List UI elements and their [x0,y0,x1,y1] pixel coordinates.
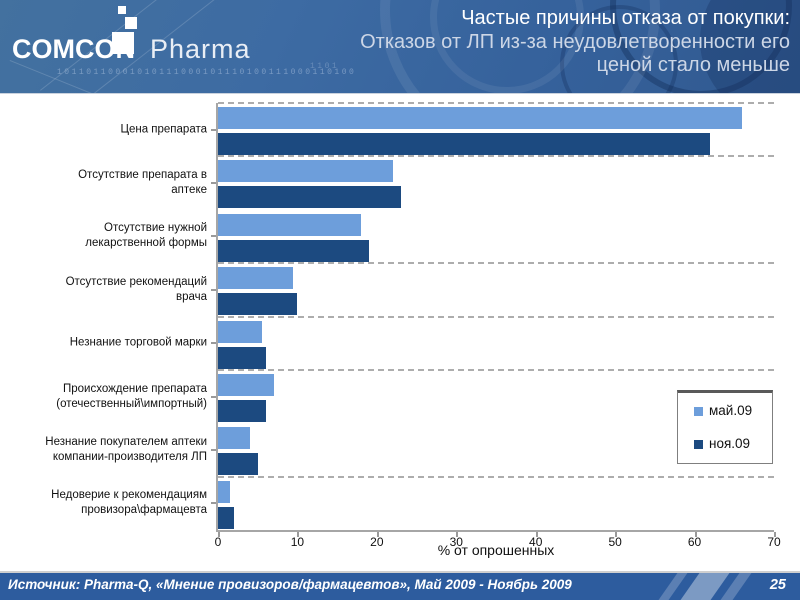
category-axis-tick [211,288,216,291]
logo-squares-icon [110,6,150,62]
x-axis-tick [456,532,459,537]
title-line-1: Частые причины отказа от покупки: [461,7,790,29]
gridline [218,315,774,318]
bar-may09 [218,373,274,396]
x-tick-label: 0 [214,535,222,549]
x-tick-label: 30 [449,535,463,549]
logo-binary-text-2: 1101 [310,62,340,71]
category-label: Отсутствие препарата в аптеке [78,169,207,197]
bar-may09 [218,213,361,236]
bar-nov09 [218,186,401,209]
bar-nov09 [218,399,266,422]
category-label: Незнание торговой марки [69,336,207,349]
x-tick-label: 20 [370,535,384,549]
title-line-3: ценой стало меньше [596,54,790,76]
x-tick-label: 40 [529,535,543,549]
category-axis-tick [211,128,216,131]
x-axis-tick [774,532,776,537]
x-axis-tick [615,532,618,537]
title-line-2: Отказов от ЛП из-за неудовлетворенности … [360,30,790,53]
legend-label-nov09: ноя.09 [709,436,751,451]
bar-may09 [218,480,230,503]
category-axis-tick [211,502,216,505]
x-axis [216,530,774,532]
category-axis-tick [211,182,216,185]
gridline [218,262,774,265]
slide-title: Частые причины отказа от покупки: Отказо… [320,7,790,78]
legend: май.09 ноя.09 [677,390,773,464]
legend-swatch-may09 [694,407,703,416]
gridline [218,155,774,158]
category-label: Незнание покупателем аптеки компании-про… [45,435,207,463]
bar-nov09 [218,239,369,262]
logo-text-pharma: Pharma [150,34,251,64]
footer: Источник: Pharma-Q, «Мнение провизоров/ф… [0,573,800,600]
x-tick-label: 10 [290,535,305,549]
logo-binary-text: 1011011000101011100010111010011100011010… [57,68,357,77]
bar-nov09 [218,293,298,316]
bar-nov09 [218,133,711,155]
category-axis-tick [211,235,216,238]
x-tick-label: 50 [608,535,622,549]
bar-nov09 [218,453,258,476]
gridline [218,368,774,371]
bar-may09 [218,427,250,450]
footer-page-number: 25 [769,577,786,593]
legend-label-may09: май.09 [709,403,753,418]
x-axis-tick [218,532,220,537]
category-axis-tick [211,448,216,451]
category-axis-tick [211,342,216,345]
x-axis-tick [297,532,300,537]
footer-separator [0,571,800,573]
category-label: Происхождение препарата (отечественный\и… [56,382,207,410]
x-tick-label: 70 [767,535,781,549]
x-axis-tick [376,532,379,537]
category-label: Отсутствие рекомендаций врача [65,275,207,303]
category-label: Недоверие к рекомендациям провизора\фарм… [51,489,207,517]
x-tick-label: 60 [687,535,702,549]
category-label: Цена препарата [120,123,207,136]
bar-nov09 [218,346,266,369]
gridline [218,102,774,104]
bar-nov09 [218,506,234,529]
category-label: Отсутствие нужной лекарственной формы [85,222,207,250]
x-axis-tick [535,532,538,537]
gridline [218,475,774,478]
bar-may09 [218,107,743,129]
bar-may09 [218,160,393,183]
x-axis-title: % от опрошенных [437,542,555,558]
category-axis-tick [211,395,216,398]
bar-may09 [218,320,262,343]
x-axis-tick [694,532,697,537]
y-axis [216,103,218,530]
footer-source-text: Источник: Pharma-Q, «Мнение провизоров/ф… [8,577,572,592]
legend-swatch-nov09 [694,440,703,449]
bar-may09 [218,267,294,290]
